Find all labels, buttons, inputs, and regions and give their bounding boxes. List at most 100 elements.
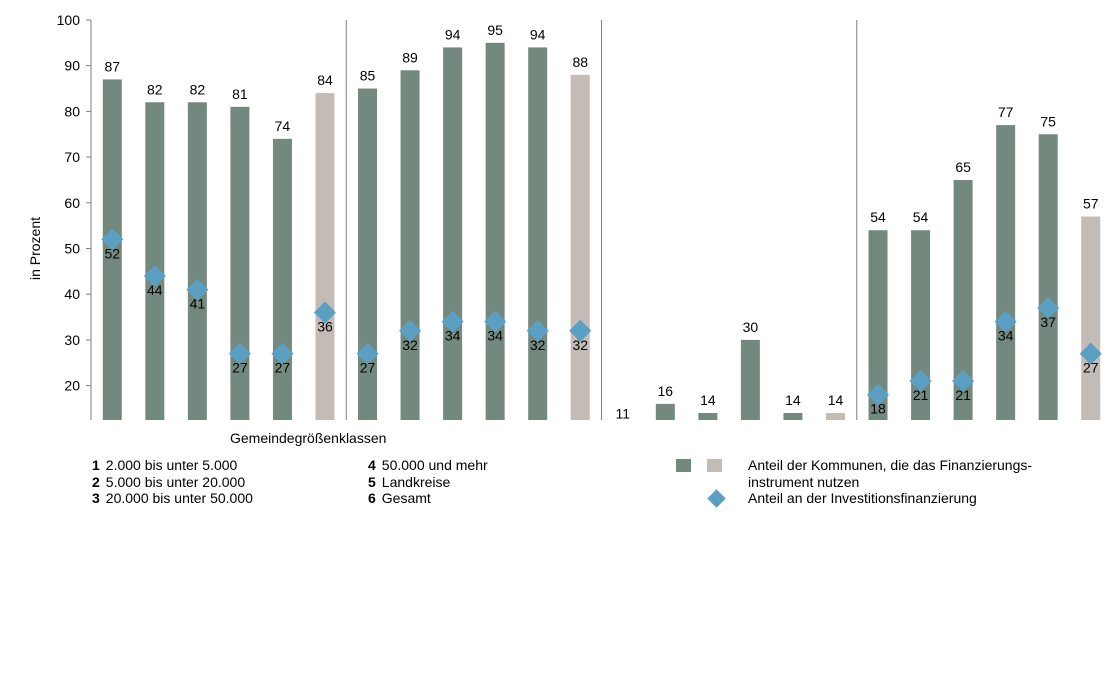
bar-value-label: 30 xyxy=(743,319,759,335)
share-value-label: 37 xyxy=(1040,314,1056,330)
legend-title: Gemeindegrößenklassen xyxy=(230,430,387,446)
class-number: 2 xyxy=(92,473,100,490)
bar-value-label: 95 xyxy=(487,22,503,38)
y-tick-label: 90 xyxy=(64,58,80,74)
bar-swatch-grey xyxy=(707,459,722,472)
share-value-label: 44 xyxy=(147,282,163,298)
class-number: 1 xyxy=(92,457,100,473)
bar-value-label: 54 xyxy=(913,209,929,225)
bar xyxy=(400,70,420,420)
y-tick-label: 60 xyxy=(64,195,80,211)
bar-value-label: 74 xyxy=(275,118,291,134)
share-diamond xyxy=(867,383,890,406)
class-label: 20.000 bis unter 50.000 xyxy=(105,490,253,506)
share-value-label: 34 xyxy=(487,328,503,344)
share-diamond xyxy=(228,342,251,365)
bar-value-label: 14 xyxy=(785,392,801,408)
share-value-label: 32 xyxy=(402,337,418,353)
y-tick-label: 70 xyxy=(64,149,80,165)
class-label: 2.000 bis unter 5.000 xyxy=(105,457,238,473)
bar xyxy=(698,413,718,420)
share-value-label: 27 xyxy=(1083,360,1099,376)
bar-value-label: 94 xyxy=(445,26,461,42)
bar xyxy=(1081,216,1101,420)
share-diamond xyxy=(399,319,422,342)
bar xyxy=(358,88,378,420)
diamond-swatch xyxy=(707,489,726,508)
y-axis-label: in Prozent xyxy=(27,217,43,280)
bar-value-label: 81 xyxy=(232,86,248,102)
bar-series-label-line2: instrument nutzen xyxy=(748,473,860,490)
bar xyxy=(570,74,590,420)
share-diamond xyxy=(1079,342,1102,365)
share-value-label: 34 xyxy=(445,328,461,344)
class-item-6: 6 Gesamt xyxy=(368,490,431,507)
bar xyxy=(528,47,548,420)
bar-value-label: 14 xyxy=(700,392,716,408)
share-value-label: 32 xyxy=(572,337,588,353)
class-label: 5.000 bis unter 20.000 xyxy=(105,473,246,490)
share-value-label: 21 xyxy=(913,387,929,403)
share-diamond xyxy=(526,319,549,342)
bar-value-label: 65 xyxy=(955,159,971,175)
bar-swatch-green xyxy=(676,459,691,472)
share-diamond xyxy=(1037,296,1060,319)
share-diamond xyxy=(441,310,464,333)
share-value-label: 27 xyxy=(360,360,376,376)
share-value-label: 36 xyxy=(317,318,333,334)
bar-value-label: 82 xyxy=(190,81,206,97)
bar xyxy=(911,230,931,420)
class-item-4: 4 50.000 und mehr xyxy=(368,457,488,474)
bar-value-label: 88 xyxy=(572,54,588,70)
bar xyxy=(315,93,335,420)
bar-value-label: 75 xyxy=(1040,113,1056,129)
bar xyxy=(230,106,250,420)
class-number: 6 xyxy=(368,490,376,506)
bar xyxy=(145,102,165,420)
bar xyxy=(825,413,845,420)
y-tick-label: 100 xyxy=(57,12,81,28)
share-value-label: 32 xyxy=(530,337,546,353)
share-value-label: 21 xyxy=(955,387,971,403)
share-value-label: 41 xyxy=(190,296,206,312)
bar xyxy=(485,42,505,420)
bar xyxy=(1038,134,1058,420)
share-diamond xyxy=(186,278,209,301)
bar xyxy=(783,413,803,420)
class-item-5: 5 Landkreise xyxy=(368,474,450,491)
bar xyxy=(272,138,292,420)
bar xyxy=(868,230,888,420)
bar xyxy=(740,339,760,420)
share-diamond xyxy=(101,228,124,251)
share-diamond xyxy=(909,370,932,393)
class-label: 50.000 und mehr xyxy=(381,457,488,473)
share-value-label: 27 xyxy=(275,360,291,376)
share-diamond xyxy=(143,264,166,287)
y-tick-label: 20 xyxy=(64,378,80,394)
class-item-2: 2 5.000 bis unter 20.000 xyxy=(92,474,245,491)
bar-value-label: 14 xyxy=(828,392,844,408)
share-diamond xyxy=(271,342,294,365)
bar-value-label: 54 xyxy=(870,209,886,225)
bar-value-label: 85 xyxy=(360,68,376,84)
share-value-label: 34 xyxy=(998,328,1014,344)
share-diamond xyxy=(484,310,507,333)
bar-value-label: 77 xyxy=(998,104,1014,120)
y-tick-label: 80 xyxy=(64,103,80,119)
bar-value-label: 16 xyxy=(658,383,674,399)
y-tick-label: 50 xyxy=(64,241,80,257)
bar-value-label: 89 xyxy=(402,49,418,65)
bar-chart: 0102030405060708090100in Prozent87182282… xyxy=(27,12,1102,420)
class-label: Gesamt xyxy=(381,490,431,506)
share-value-label: 52 xyxy=(104,245,120,261)
y-tick-label: 40 xyxy=(64,286,80,302)
class-number: 4 xyxy=(368,457,376,473)
bar-value-label: 11 xyxy=(615,406,630,420)
bar-value-label: 57 xyxy=(1083,196,1099,212)
bar-value-label: 84 xyxy=(317,72,333,88)
y-tick-label: 30 xyxy=(64,332,80,348)
bar xyxy=(996,125,1016,420)
class-label: Landkreise xyxy=(381,473,451,490)
class-item-1: 1 2.000 bis unter 5.000 xyxy=(92,457,237,474)
share-value-label: 27 xyxy=(232,360,248,376)
